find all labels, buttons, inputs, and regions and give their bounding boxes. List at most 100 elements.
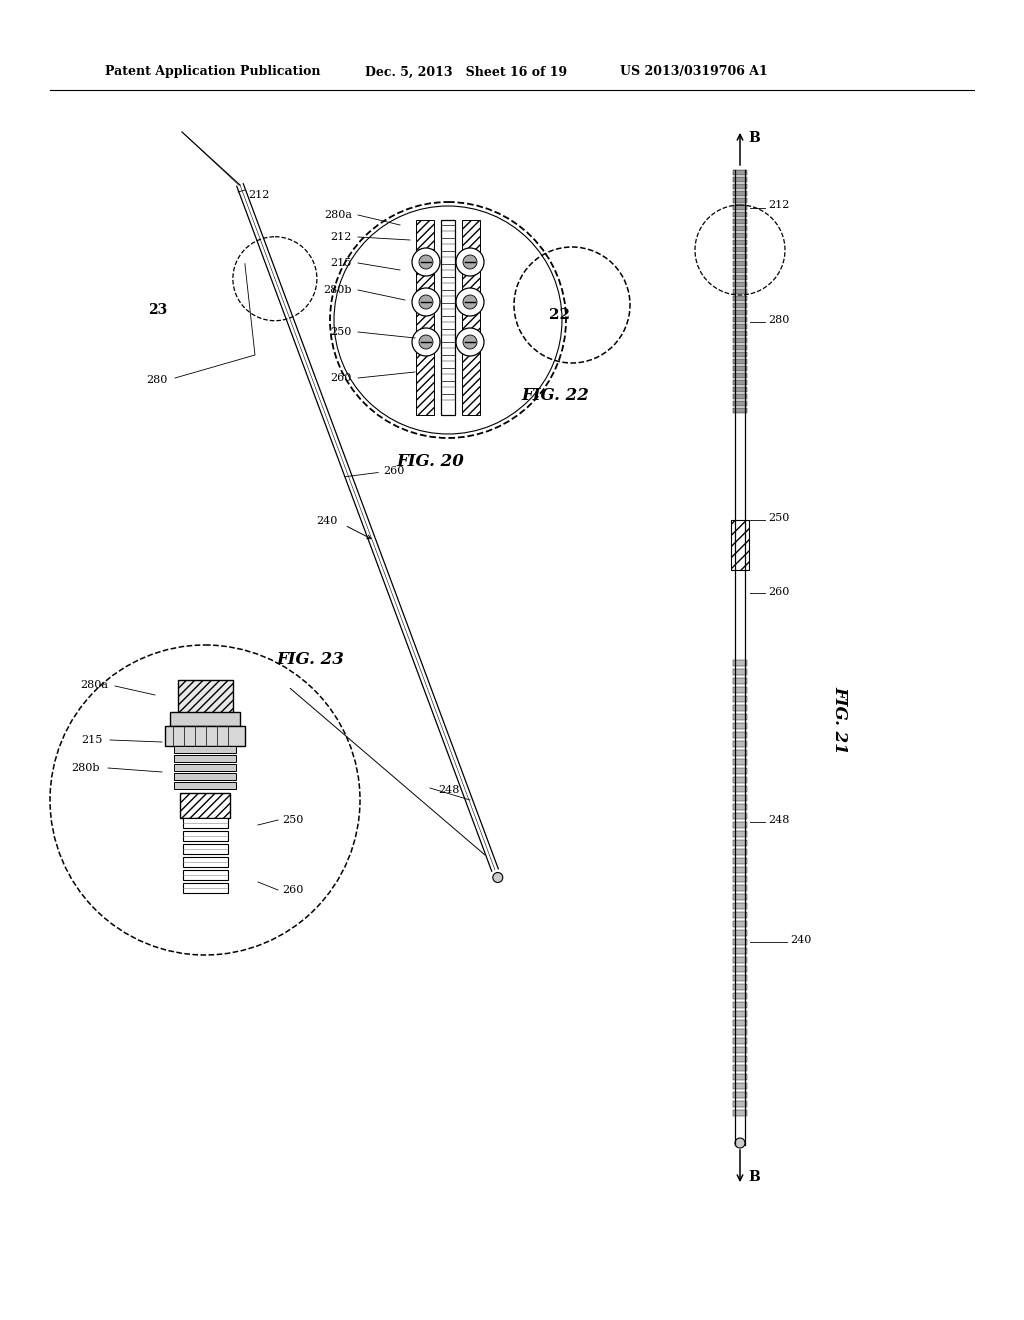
Bar [733, 205, 746, 210]
Circle shape [419, 294, 433, 309]
Bar [733, 234, 746, 238]
Bar [733, 832, 746, 837]
Text: 248: 248 [438, 785, 460, 795]
Bar [174, 781, 236, 789]
Bar [733, 275, 746, 280]
Text: 215: 215 [331, 257, 352, 268]
Bar [733, 374, 746, 378]
Text: Patent Application Publication: Patent Application Publication [105, 66, 321, 78]
Text: 248: 248 [768, 814, 790, 825]
Text: 280a: 280a [80, 680, 108, 690]
Bar [733, 931, 746, 936]
Bar [733, 401, 746, 407]
Bar [733, 213, 746, 216]
Bar [733, 795, 746, 801]
Bar [733, 1020, 746, 1026]
Bar [733, 317, 746, 322]
Bar [441, 220, 455, 414]
Bar [733, 921, 746, 927]
Bar [174, 755, 236, 762]
Bar [165, 726, 245, 746]
Bar [731, 520, 749, 570]
Text: Dec. 5, 2013   Sheet 16 of 19: Dec. 5, 2013 Sheet 16 of 19 [365, 66, 567, 78]
FancyBboxPatch shape [182, 830, 228, 841]
FancyBboxPatch shape [182, 883, 228, 894]
Bar [733, 678, 746, 684]
Bar [733, 359, 746, 364]
Bar [733, 966, 746, 972]
Bar [733, 338, 746, 343]
FancyBboxPatch shape [182, 843, 228, 854]
Bar [733, 1030, 746, 1035]
Text: 250: 250 [331, 327, 352, 337]
Text: 215: 215 [82, 735, 103, 744]
Bar [733, 1047, 746, 1053]
Bar [733, 957, 746, 964]
Bar [178, 680, 233, 715]
Bar [733, 331, 746, 337]
Bar [733, 408, 746, 413]
Bar [733, 759, 746, 766]
Text: 280: 280 [768, 315, 790, 325]
Bar [174, 746, 236, 752]
Bar [733, 323, 746, 329]
Circle shape [456, 288, 484, 315]
Text: 260: 260 [383, 466, 404, 475]
Circle shape [493, 873, 503, 883]
Bar [733, 282, 746, 286]
Bar [733, 804, 746, 810]
Text: 22: 22 [550, 308, 570, 322]
Bar [733, 387, 746, 392]
Bar [733, 1110, 746, 1115]
Text: 240: 240 [790, 935, 811, 945]
Bar [733, 304, 746, 308]
Text: FIG. 20: FIG. 20 [396, 454, 464, 470]
Text: 250: 250 [282, 814, 303, 825]
Bar [733, 714, 746, 719]
FancyBboxPatch shape [182, 857, 228, 867]
Bar [733, 903, 746, 909]
Circle shape [419, 255, 433, 269]
Circle shape [735, 1138, 745, 1148]
FancyBboxPatch shape [182, 817, 228, 829]
Bar [733, 696, 746, 702]
Bar [733, 289, 746, 294]
Bar [733, 253, 746, 259]
Bar [733, 1082, 746, 1089]
Bar [733, 1011, 746, 1016]
Bar [180, 793, 230, 818]
Text: 280b: 280b [324, 285, 352, 294]
Bar [416, 220, 434, 414]
Text: B: B [749, 131, 760, 145]
Bar [174, 764, 236, 771]
Bar [462, 220, 480, 414]
Bar [178, 680, 233, 715]
Bar [733, 939, 746, 945]
Bar [733, 1065, 746, 1071]
Bar [733, 268, 746, 273]
Bar [733, 191, 746, 195]
Text: 280b: 280b [72, 763, 100, 774]
Text: 250: 250 [768, 513, 790, 523]
Bar [733, 777, 746, 783]
Bar [733, 884, 746, 891]
FancyBboxPatch shape [182, 870, 228, 880]
Circle shape [412, 288, 440, 315]
Text: FIG. 22: FIG. 22 [521, 387, 589, 404]
Text: 212: 212 [248, 190, 269, 201]
Bar [733, 750, 746, 756]
Bar [733, 1056, 746, 1063]
Bar [733, 785, 746, 792]
Bar [733, 768, 746, 774]
Bar [733, 1074, 746, 1080]
Bar [733, 894, 746, 900]
Circle shape [334, 206, 562, 434]
Circle shape [456, 327, 484, 356]
Bar [733, 1038, 746, 1044]
Text: 280a: 280a [324, 210, 352, 220]
Text: 240: 240 [316, 516, 338, 527]
Circle shape [456, 248, 484, 276]
Bar [733, 198, 746, 203]
Bar [733, 352, 746, 356]
Bar [733, 366, 746, 371]
